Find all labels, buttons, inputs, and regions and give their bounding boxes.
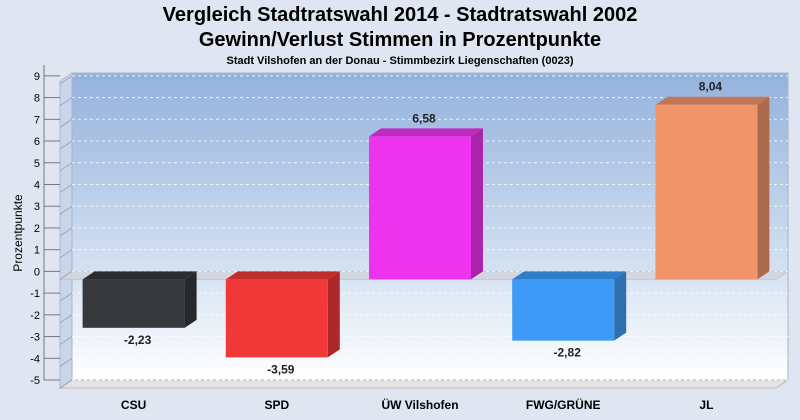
y-tick-label: 5 (34, 158, 40, 170)
y-tick-label: 7 (34, 114, 40, 126)
y-axis: -5 -4 -3 -2 -1 0 1 2 3 4 5 6 7 8 9 (30, 65, 60, 387)
data-label: 8,04 (699, 80, 723, 94)
x-tick-label: CSU (121, 398, 146, 412)
gridline-depth (59, 97, 73, 107)
chart-subtitle: Gewinn/Verlust Stimmen in Prozentpunkte (198, 29, 602, 51)
bar-top (655, 96, 770, 105)
y-tick-label: 2 (34, 223, 40, 235)
bar (512, 279, 615, 341)
gridline-depth (59, 205, 73, 215)
gridline-depth (59, 249, 73, 259)
data-label: -2,23 (124, 333, 152, 347)
bar-side (471, 128, 483, 280)
gridline-depth (59, 162, 73, 172)
bar (225, 279, 328, 358)
plot-floor (58, 379, 790, 389)
gridline-depth (59, 75, 73, 85)
y-tick-label: -3 (30, 332, 40, 344)
y-tick-label: -2 (30, 310, 40, 322)
bar-side (327, 271, 340, 358)
y-axis-label: Prozentpunkte (11, 194, 25, 272)
y-tick-label: -5 (30, 375, 40, 387)
gridline-depth (59, 336, 73, 345)
y-tick-label: 6 (34, 136, 40, 148)
gridline-depth (59, 227, 73, 237)
y-tick-label: 9 (34, 71, 40, 83)
y-tick-label: 8 (34, 93, 40, 105)
y-tick-label: 3 (34, 201, 40, 213)
bar-side (614, 271, 627, 341)
gridline-depth (59, 140, 73, 150)
y-tick-label: -1 (30, 288, 40, 300)
gridline-depth (59, 314, 73, 324)
bar (655, 104, 758, 280)
gridline-depth (59, 357, 73, 367)
gridline-depth (59, 270, 73, 280)
bar-side (757, 96, 770, 280)
bar (369, 136, 471, 280)
bars (82, 96, 770, 358)
y-tick-label: 0 (34, 266, 40, 278)
bar-top (225, 271, 340, 280)
gridline-depth (59, 118, 73, 128)
bar-side (184, 271, 197, 328)
bar-top (369, 128, 483, 137)
gridline-depth (59, 184, 73, 193)
y-tick-label: -4 (30, 353, 40, 365)
x-tick-label: SPD (264, 398, 289, 412)
data-label: -3,59 (267, 362, 295, 376)
bar (82, 279, 185, 328)
labels: -2,23 CSU -3,59 SPD 6,58 ÜW Vilshofen -2,82 FWG… (121, 80, 722, 412)
data-label: -2,82 (554, 346, 582, 360)
y-tick-label: 1 (34, 245, 40, 257)
data-label: 6,58 (412, 111, 436, 125)
bar-top (82, 271, 197, 280)
gridline-depth (59, 379, 73, 389)
x-tick-label: ÜW Vilshofen (381, 397, 458, 412)
x-tick-label: FWG/GRÜNE (526, 397, 601, 412)
chart-caption: Stadt Vilshofen an der Donau - Stimmbezi… (226, 55, 574, 67)
x-tick-label: JL (699, 398, 713, 412)
y-tick-label: 4 (34, 179, 40, 191)
bar-top (512, 271, 627, 280)
chart-title: Vergleich Stadtratswahl 2014 - Stadtrats… (162, 4, 638, 26)
gridline-depth (59, 292, 73, 302)
